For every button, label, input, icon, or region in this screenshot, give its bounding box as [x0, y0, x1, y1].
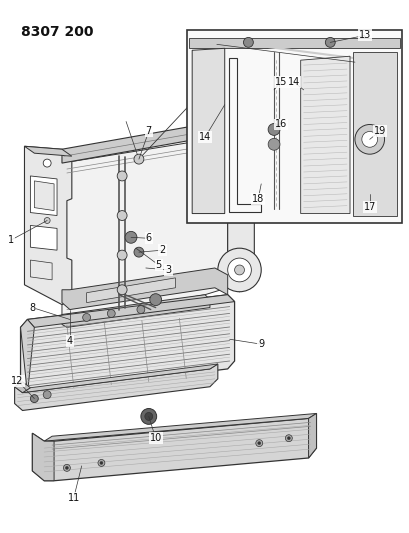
- Polygon shape: [62, 295, 209, 327]
- Text: 19: 19: [373, 126, 385, 136]
- Text: 15: 15: [274, 77, 286, 87]
- Circle shape: [149, 294, 161, 305]
- Circle shape: [217, 248, 261, 292]
- Text: 8307 200: 8307 200: [20, 25, 93, 38]
- Text: 1: 1: [8, 235, 13, 245]
- Polygon shape: [300, 56, 349, 214]
- Polygon shape: [20, 295, 234, 394]
- Polygon shape: [44, 414, 316, 441]
- Circle shape: [144, 413, 152, 421]
- Text: 14: 14: [287, 77, 299, 87]
- Circle shape: [267, 124, 279, 135]
- Text: 8: 8: [29, 303, 35, 312]
- Text: 18: 18: [252, 193, 264, 204]
- Text: 3: 3: [165, 265, 171, 275]
- Circle shape: [117, 285, 127, 295]
- Circle shape: [107, 310, 115, 318]
- Polygon shape: [192, 49, 224, 214]
- Circle shape: [285, 435, 292, 442]
- Circle shape: [117, 171, 127, 181]
- Polygon shape: [352, 52, 396, 215]
- Circle shape: [243, 37, 253, 47]
- Text: 4: 4: [67, 336, 73, 346]
- Circle shape: [65, 466, 68, 470]
- Circle shape: [63, 464, 70, 471]
- Text: 11: 11: [67, 492, 80, 503]
- Text: 10: 10: [149, 433, 162, 443]
- Circle shape: [100, 462, 103, 464]
- Polygon shape: [62, 119, 247, 163]
- Polygon shape: [189, 38, 399, 49]
- Polygon shape: [22, 364, 217, 393]
- Polygon shape: [15, 364, 217, 410]
- Circle shape: [98, 459, 105, 466]
- Text: 14: 14: [198, 132, 211, 142]
- Polygon shape: [86, 278, 175, 303]
- Polygon shape: [15, 382, 30, 393]
- Polygon shape: [187, 30, 401, 223]
- Circle shape: [83, 313, 90, 321]
- Polygon shape: [34, 181, 54, 211]
- Text: 16: 16: [274, 119, 286, 130]
- Polygon shape: [30, 225, 57, 250]
- Circle shape: [325, 37, 335, 47]
- Text: 6: 6: [145, 233, 151, 243]
- Polygon shape: [27, 295, 234, 327]
- Circle shape: [234, 265, 244, 275]
- Polygon shape: [32, 414, 316, 481]
- Circle shape: [361, 132, 377, 147]
- Circle shape: [43, 159, 51, 167]
- Polygon shape: [308, 414, 316, 458]
- Text: 5: 5: [155, 260, 162, 270]
- Polygon shape: [30, 260, 52, 280]
- Polygon shape: [227, 132, 254, 146]
- Polygon shape: [227, 119, 254, 292]
- Text: 12: 12: [11, 376, 24, 386]
- Circle shape: [30, 394, 38, 402]
- Circle shape: [287, 437, 290, 440]
- Circle shape: [354, 125, 384, 154]
- Polygon shape: [20, 319, 34, 394]
- Polygon shape: [25, 146, 72, 156]
- Circle shape: [137, 305, 144, 313]
- Circle shape: [141, 408, 156, 424]
- Text: 17: 17: [363, 201, 375, 212]
- Circle shape: [117, 211, 127, 221]
- Text: 13: 13: [358, 30, 370, 41]
- Circle shape: [267, 139, 279, 150]
- Polygon shape: [62, 268, 227, 310]
- Circle shape: [255, 440, 262, 447]
- Circle shape: [227, 258, 251, 282]
- Circle shape: [257, 442, 260, 445]
- Circle shape: [117, 250, 127, 260]
- Polygon shape: [30, 176, 57, 215]
- Polygon shape: [62, 136, 227, 319]
- Text: 2: 2: [159, 245, 165, 255]
- Circle shape: [44, 217, 50, 223]
- Text: 7: 7: [145, 126, 151, 136]
- Polygon shape: [32, 433, 54, 481]
- Text: 9: 9: [258, 339, 264, 349]
- Circle shape: [134, 154, 144, 164]
- Circle shape: [134, 247, 144, 257]
- Polygon shape: [25, 146, 72, 304]
- Circle shape: [125, 231, 137, 243]
- Circle shape: [43, 391, 51, 399]
